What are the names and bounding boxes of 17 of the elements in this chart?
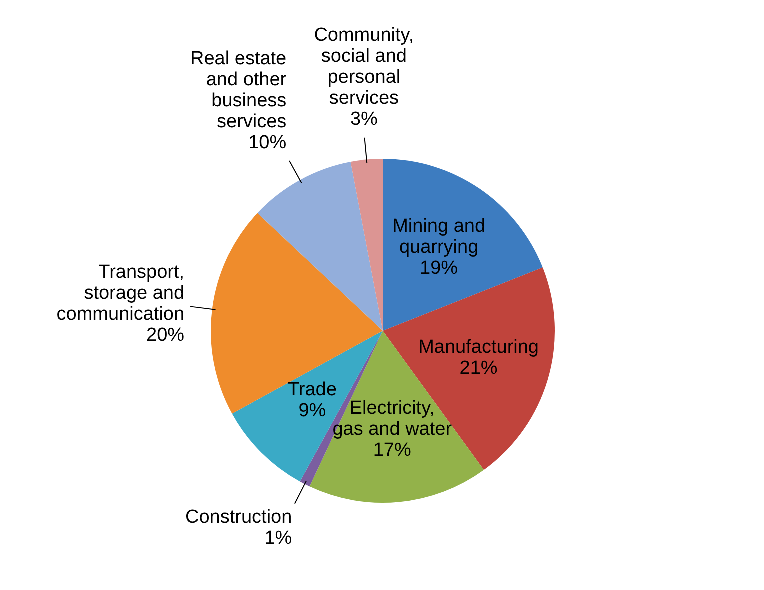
data-label: 1% — [264, 528, 292, 550]
pie-slice — [258, 162, 383, 331]
data-label: 19% — [420, 258, 458, 279]
slice-label: Real estate and other business services — [190, 48, 288, 133]
data-label: 9% — [298, 400, 326, 422]
slice-label: Transport, storage and communication — [56, 262, 185, 325]
data-label: 17% — [373, 440, 412, 461]
slice-label: Mining and quarrying — [392, 216, 486, 258]
pie-slice — [383, 159, 543, 331]
pie-slice — [350, 159, 383, 331]
slice-label: Construction — [186, 507, 292, 528]
data-label: 10% — [248, 132, 287, 154]
slice-label: Community, social and personal services — [314, 24, 414, 109]
data-label: 21% — [460, 358, 498, 379]
slice-label: Manufacturing — [418, 336, 539, 358]
data-label: 3% — [350, 108, 378, 130]
data-label: 20% — [146, 324, 185, 346]
